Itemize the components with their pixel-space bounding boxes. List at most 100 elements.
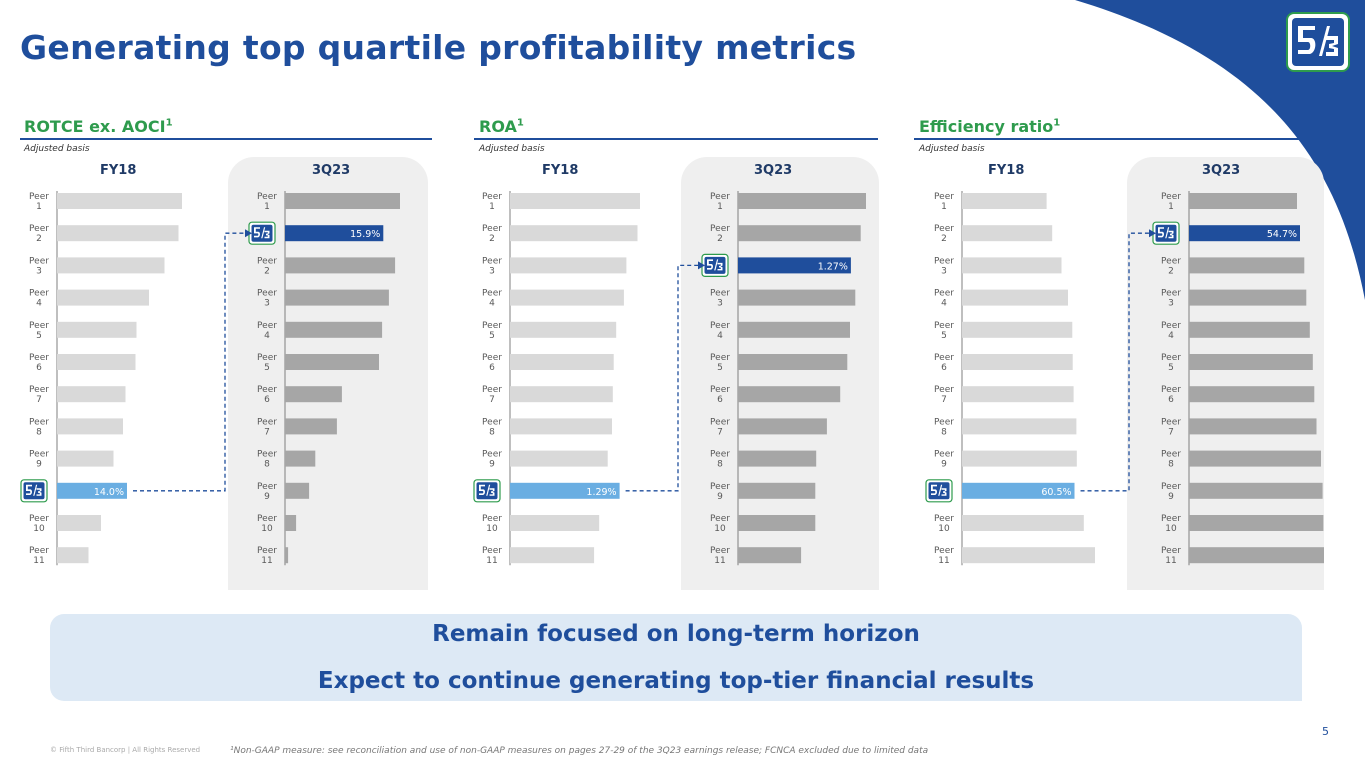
banner-line-2: Expect to continue generating top-tier f…	[317, 668, 1035, 694]
category-label-line: 4	[941, 299, 947, 309]
message-banner: Remain focused on long-term horizon Expe…	[50, 614, 1302, 701]
fifth-third-logo-icon	[925, 479, 953, 503]
section-subtitle: Adjusted basis	[919, 144, 985, 154]
category-label: Peer 5	[710, 353, 730, 373]
category-label-line: 2	[36, 234, 42, 244]
category-label-line: 3	[36, 266, 42, 276]
column-label-3q23: 3Q23	[754, 163, 793, 178]
section-subtitle: Adjusted basis	[24, 144, 90, 154]
category-label-line: Peer	[1161, 546, 1181, 556]
bar	[57, 225, 179, 242]
category-label-line: Peer	[257, 289, 277, 299]
data-label: 1.27%	[818, 261, 848, 272]
bar	[962, 450, 1077, 467]
bar	[57, 257, 165, 274]
category-label-line: Peer	[934, 450, 954, 460]
category-label-line: 11	[486, 556, 497, 566]
footnote-marker: 1	[1053, 117, 1061, 129]
bar	[738, 193, 866, 209]
section-rule	[474, 138, 878, 140]
category-label-line: Peer	[29, 192, 49, 202]
corner-swoosh	[1075, 0, 1365, 300]
section-title-roa: ROA1	[479, 117, 524, 136]
bar	[510, 547, 595, 564]
bar	[285, 321, 383, 338]
section-title-efficiency: Efficiency ratio1	[919, 117, 1060, 136]
category-label-line: Peer	[710, 289, 730, 299]
category-label-line: 11	[261, 556, 272, 566]
bar	[285, 547, 289, 564]
category-label-line: Peer	[934, 224, 954, 234]
category-label-line: Peer	[934, 417, 954, 427]
category-label: Peer 8	[1161, 450, 1181, 470]
bar	[962, 257, 1062, 274]
category-label: Peer 2	[1161, 256, 1181, 276]
category-label-line: 3	[717, 299, 723, 309]
category-label-line: Peer	[934, 385, 954, 395]
category-label-line: Peer	[257, 321, 277, 331]
fifth-third-logo-icon	[701, 253, 729, 277]
category-label-line: 9	[1168, 492, 1174, 502]
category-label-line: Peer	[934, 256, 954, 266]
category-label: Peer 10	[29, 514, 49, 534]
category-label-line: Peer	[710, 385, 730, 395]
category-label-line: 7	[1168, 427, 1174, 437]
category-label: Peer 10	[482, 514, 502, 534]
category-label: Peer 5	[29, 321, 49, 341]
category-label-line: Peer	[1161, 256, 1181, 266]
category-label-line: 5	[1168, 363, 1174, 373]
category-label: Peer 6	[1161, 385, 1181, 405]
category-label-line: 3	[941, 266, 947, 276]
category-label-line: Peer	[710, 514, 730, 524]
bar	[738, 450, 817, 467]
bar	[1189, 547, 1324, 564]
bar	[510, 257, 627, 274]
category-label-line: 6	[1168, 395, 1174, 405]
category-label: Peer 6	[29, 353, 49, 373]
category-label: Peer 5	[482, 321, 502, 341]
category-label: Peer 2	[710, 224, 730, 244]
bar	[962, 225, 1053, 242]
category-label: Peer 7	[482, 385, 502, 405]
category-label-line: 5	[941, 331, 947, 341]
category-label: Peer 5	[1161, 353, 1181, 373]
bar	[738, 418, 827, 435]
bar	[738, 354, 848, 370]
category-label: Peer 11	[29, 546, 49, 566]
category-label: Peer 9	[710, 482, 730, 502]
category-label-line: Peer	[29, 514, 49, 524]
bar	[738, 386, 841, 403]
category-label: Peer 6	[710, 385, 730, 405]
category-label-line: Peer	[710, 482, 730, 492]
category-label: Peer 1	[29, 192, 49, 212]
column-label-fy18: FY18	[542, 163, 579, 178]
category-label: Peer 1	[934, 192, 954, 212]
category-label: Peer 2	[934, 224, 954, 244]
fifth-third-logo-icon	[20, 479, 48, 503]
category-label-line: Peer	[257, 482, 277, 492]
category-label-line: Peer	[1161, 289, 1181, 299]
category-label: Peer 6	[482, 353, 502, 373]
bar	[738, 515, 816, 531]
bar	[285, 257, 396, 274]
category-label-line: Peer	[934, 546, 954, 556]
category-label-line: 4	[1168, 331, 1174, 341]
bar	[738, 482, 816, 499]
bar	[1189, 482, 1323, 499]
bar	[1189, 386, 1315, 403]
bar	[57, 354, 136, 370]
bar	[1189, 321, 1310, 338]
category-label-line: Peer	[482, 385, 502, 395]
category-label-line: 9	[717, 492, 723, 502]
bar	[1189, 515, 1324, 531]
category-label: Peer 4	[257, 321, 277, 341]
category-label-line: 11	[938, 556, 949, 566]
category-label-line: 7	[36, 395, 42, 405]
category-label: Peer 1	[257, 192, 277, 212]
category-label-line: 8	[489, 427, 495, 437]
category-label-line: Peer	[257, 417, 277, 427]
slide-title: Generating top quartile profitability me…	[20, 28, 857, 67]
category-label-line: Peer	[482, 546, 502, 556]
data-label: 14.0%	[94, 487, 124, 498]
category-label-line: 5	[264, 363, 270, 373]
